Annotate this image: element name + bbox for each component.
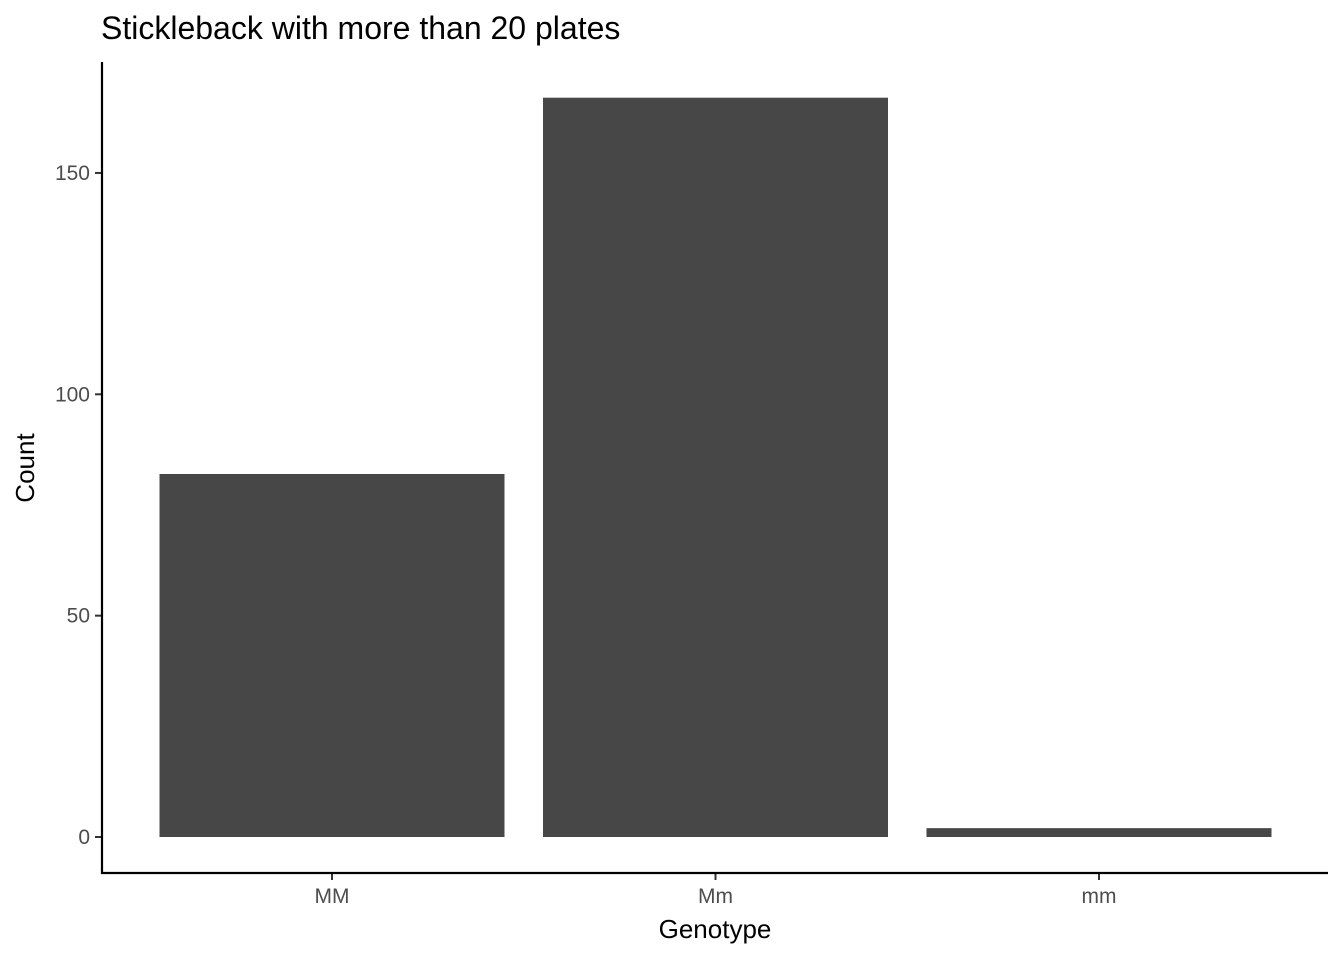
y-tick-label: 150 <box>55 162 90 185</box>
bars-group <box>159 97 1272 838</box>
y-tick-label: 50 <box>67 605 90 628</box>
y-axis-ticks: 0 50 100 150 <box>55 162 102 849</box>
bar-Mm <box>543 97 888 838</box>
x-tick-label: Mm <box>698 885 733 908</box>
y-tick-label: 0 <box>78 826 90 849</box>
bar-mm <box>926 828 1272 837</box>
y-tick-label: 100 <box>55 383 90 406</box>
bar-MM <box>159 473 505 837</box>
x-tick-label: MM <box>315 885 350 908</box>
y-axis-label: Count <box>10 433 40 503</box>
x-axis-ticks: MM Mm mm <box>315 873 1117 908</box>
x-tick-label: mm <box>1082 885 1117 908</box>
chart-title: Stickleback with more than 20 plates <box>101 10 620 46</box>
x-axis-label: Genotype <box>659 914 772 944</box>
